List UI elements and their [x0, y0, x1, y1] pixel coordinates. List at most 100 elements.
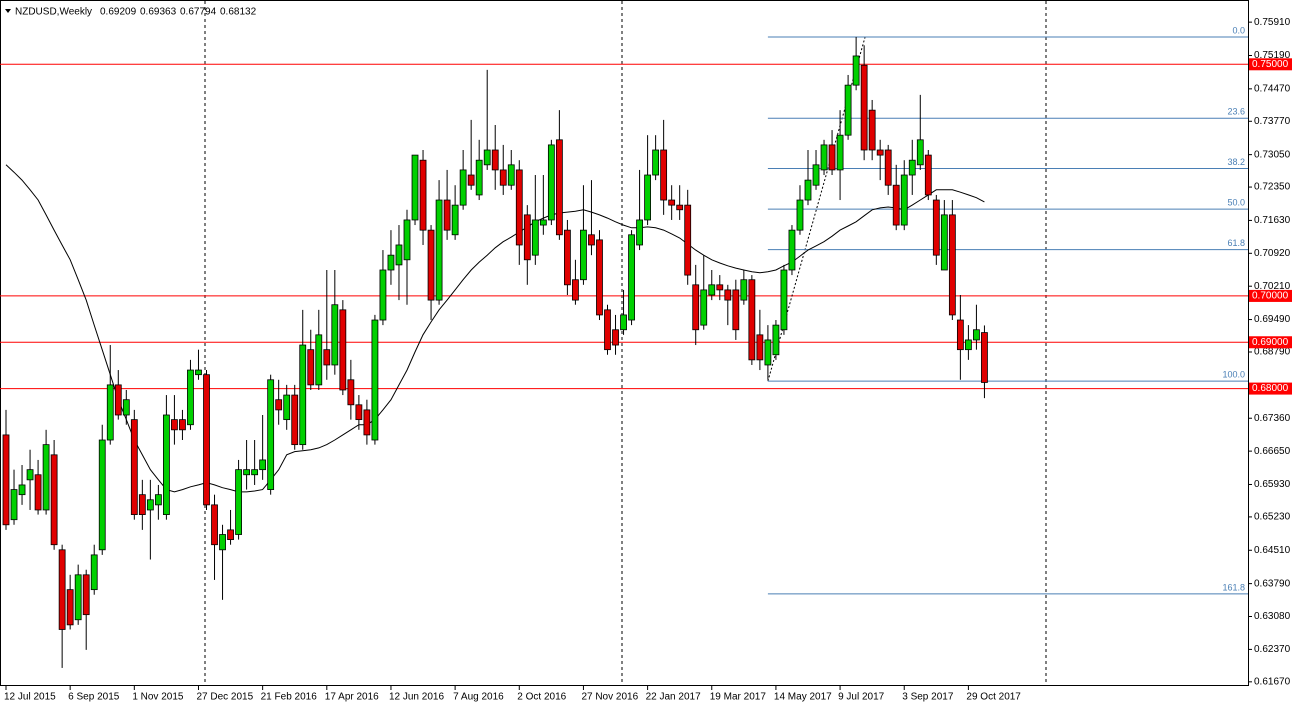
- candle-body: [676, 204, 684, 211]
- candle-body: [66, 589, 74, 626]
- candle-body: [347, 379, 355, 406]
- y-tick-label: 0.73050: [1254, 149, 1291, 160]
- candle-body: [219, 534, 226, 551]
- candle-body: [515, 169, 523, 246]
- candle-body: [10, 489, 18, 521]
- menu-triangle[interactable]: [5, 9, 11, 13]
- ohlc-low: 0.67794: [180, 7, 217, 18]
- candle-body: [844, 84, 852, 136]
- candle-body: [130, 419, 138, 515]
- candle-body: [547, 144, 555, 221]
- candle-body: [387, 254, 395, 271]
- candle-body: [772, 324, 780, 356]
- candle-body: [780, 269, 788, 331]
- candle-body: [852, 55, 860, 86]
- candle-body: [243, 469, 251, 476]
- plot-frame: [0, 0, 1249, 686]
- candle-body: [275, 399, 283, 411]
- candle-body: [50, 454, 58, 546]
- y-tick-label: 0.75190: [1254, 50, 1291, 61]
- y-tick-label: 0.64510: [1254, 545, 1291, 556]
- candle-body: [58, 549, 66, 630]
- candle-body: [868, 109, 876, 151]
- candle-body: [924, 154, 932, 196]
- candle-body: [499, 169, 507, 186]
- candle-body: [259, 459, 267, 471]
- candle-body: [692, 284, 700, 331]
- candle-body: [42, 444, 50, 511]
- candle-body: [491, 149, 499, 171]
- price-box-label: 0.68000: [1252, 383, 1289, 394]
- candle-body: [162, 414, 170, 515]
- candle-body: [339, 309, 347, 391]
- fibo-label: 61.8: [1227, 238, 1245, 248]
- ohlc-close: 0.68132: [220, 7, 257, 18]
- candle-body: [106, 384, 114, 441]
- candle-body: [555, 139, 563, 236]
- candle-body: [804, 179, 812, 201]
- x-tick-label: 12 Jun 2016: [389, 692, 444, 703]
- candle-body: [788, 229, 796, 271]
- y-tick-label: 0.61670: [1254, 676, 1291, 687]
- candle-body: [411, 154, 419, 221]
- price-box: [1249, 289, 1292, 302]
- candle-body: [724, 289, 732, 301]
- candle-body: [708, 284, 716, 296]
- price-box-label: 0.75000: [1252, 59, 1289, 70]
- candle-body: [459, 169, 467, 206]
- x-tick-label: 19 Mar 2017: [710, 692, 767, 703]
- y-tick-label: 0.74470: [1254, 83, 1291, 94]
- candle-body: [2, 434, 10, 526]
- y-tick-label: 0.72350: [1254, 182, 1291, 193]
- candle-body: [251, 469, 259, 476]
- candle-body: [146, 499, 154, 511]
- candle-body: [756, 334, 764, 361]
- candle-body: [90, 554, 98, 591]
- x-tick-label: 7 Aug 2016: [453, 692, 504, 703]
- candle-body: [187, 369, 194, 426]
- x-tick-label: 27 Dec 2015: [196, 692, 253, 703]
- candle-body: [812, 164, 820, 186]
- candle-body: [363, 409, 371, 436]
- candle-body: [940, 214, 948, 271]
- candle-body: [636, 219, 643, 246]
- y-tick-label: 0.68790: [1254, 347, 1291, 358]
- y-tick-label: 0.70210: [1254, 281, 1291, 292]
- y-tick-label: 0.69490: [1254, 314, 1291, 325]
- candle-body: [74, 574, 82, 621]
- candle-body: [588, 234, 595, 246]
- candle-body: [932, 199, 940, 256]
- ohlc-high: 0.69363: [140, 7, 177, 18]
- fibo-label: 38.2: [1227, 157, 1245, 167]
- candle-body: [154, 494, 162, 506]
- candle-body: [315, 334, 323, 386]
- candle-body: [211, 504, 218, 546]
- candle-body: [828, 144, 836, 171]
- candle-body: [620, 314, 627, 331]
- candle-body: [740, 279, 748, 301]
- candle-body: [860, 64, 868, 151]
- price-box-label: 0.70000: [1252, 291, 1289, 302]
- chart-title: NZDUSD,Weekly: [15, 7, 92, 18]
- candle-body: [884, 149, 892, 186]
- candle-body: [956, 319, 964, 351]
- candle-body: [892, 184, 900, 226]
- candle-body: [652, 149, 660, 176]
- candle-body: [331, 304, 339, 366]
- x-tick-label: 6 Sep 2015: [68, 692, 120, 703]
- candle-body: [475, 159, 483, 196]
- candle-body: [908, 159, 916, 176]
- candle-body: [98, 439, 106, 551]
- candle-body: [668, 199, 676, 206]
- candle-body: [916, 139, 924, 166]
- candle-body: [34, 474, 42, 511]
- x-tick-label: 3 Sep 2017: [902, 692, 954, 703]
- candle-body: [965, 339, 972, 351]
- price-box: [1249, 58, 1292, 71]
- y-tick-label: 0.62370: [1254, 644, 1291, 655]
- candle-body: [355, 404, 363, 421]
- price-box: [1249, 336, 1292, 349]
- candle-body: [836, 134, 844, 171]
- candle-body: [323, 349, 331, 366]
